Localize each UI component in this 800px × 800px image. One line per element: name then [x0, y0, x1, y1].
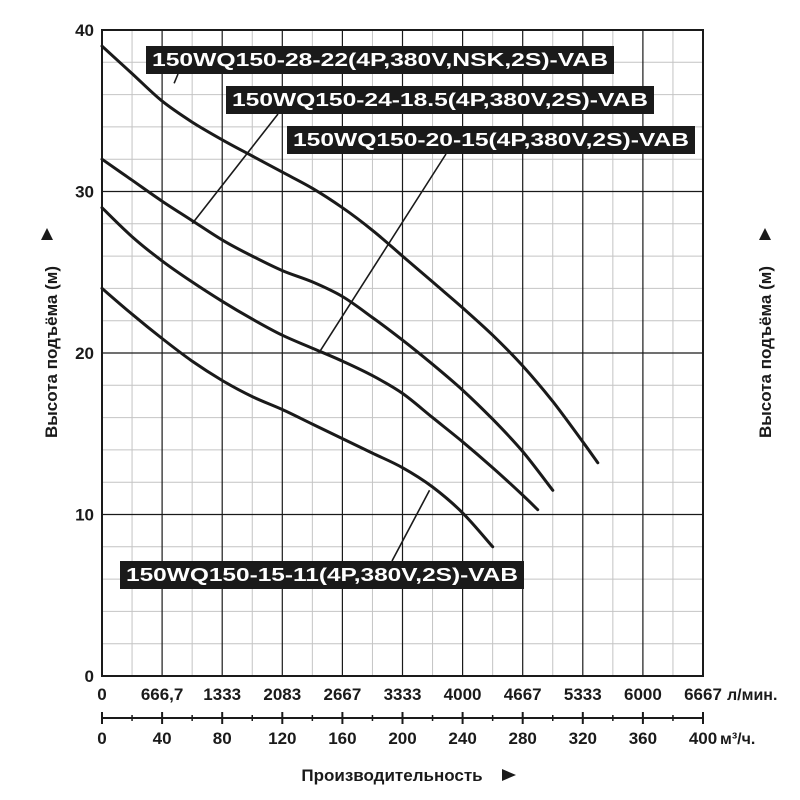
y-tick-label: 40: [75, 21, 94, 40]
y-axis-title-left: Высота подъёма (м): [42, 266, 61, 438]
x-tick-label-lmin: 5333: [564, 685, 602, 704]
y-tick-label: 0: [85, 667, 94, 686]
x-axis-arrow-icon: [502, 769, 516, 781]
x-tick-label-m3h: 400: [689, 729, 717, 748]
axes: [101, 29, 704, 724]
x-tick-label-lmin: 4667: [504, 685, 542, 704]
x-tick-label-lmin: 1333: [203, 685, 241, 704]
axis-titles: Высота подъёма (м) Высота подъёма (м) Прои…: [41, 228, 775, 785]
x-tick-label-m3h: 80: [213, 729, 232, 748]
x-tick-label-m3h: 360: [629, 729, 657, 748]
x-tick-label-lmin: 4000: [444, 685, 482, 704]
series-label-box: [146, 46, 614, 74]
x-tick-label-lmin: 0: [97, 685, 106, 704]
x-tick-label-lmin: 2667: [323, 685, 361, 704]
x-tick-label-lmin: 3333: [384, 685, 422, 704]
series-label-3: 150WQ150-20-15(4P,380V,2S)-VAB: [287, 126, 695, 154]
series-label-box: [287, 126, 695, 154]
major-grid: [102, 30, 703, 676]
leader-line-series-3: [319, 153, 447, 352]
x-tick-label-m3h: 0: [97, 729, 106, 748]
series-label-1: 150WQ150-28-22(4P,380V,NSK,2S)-VAB: [146, 46, 614, 74]
x-tick-label-m3h: 240: [448, 729, 476, 748]
series-label-box: [120, 561, 524, 589]
x-axis-title: Производительность: [301, 766, 482, 785]
curve-series-2: [100, 157, 555, 492]
x-tick-label-lmin: 6000: [624, 685, 662, 704]
y-axis-title-right: Высота подъёма (м): [756, 266, 775, 438]
x-tick-label-lmin: 666,7: [141, 685, 184, 704]
x-tick-label-lmin: 2083: [263, 685, 301, 704]
curve-series-4: [100, 286, 495, 549]
leader-line-series-1: [173, 73, 179, 84]
x-tick-label-m3h: 280: [509, 729, 537, 748]
x-tick-label-m3h: 40: [153, 729, 172, 748]
x-tick-label-m3h: 120: [268, 729, 296, 748]
x-tick-label-m3h: 160: [328, 729, 356, 748]
y-axis-arrow-left-icon: [41, 228, 53, 240]
x-tick-label-lmin: 6667: [684, 685, 722, 704]
y-tick-label: 10: [75, 506, 94, 525]
x-unit-m3h: м³/ч.: [720, 731, 755, 748]
x-tick-label-m3h: 200: [388, 729, 416, 748]
curve-series-1: [100, 44, 600, 465]
series-label-text: 150WQ150-20-15(4P,380V,2S)-VAB: [293, 130, 689, 150]
series-label-box: [226, 86, 654, 114]
x-unit-lmin: л/мин.: [727, 687, 777, 704]
series-labels: 150WQ150-28-22(4P,380V,NSK,2S)-VAB 150WQ1…: [120, 46, 695, 589]
y-axis-arrow-right-icon: [759, 228, 771, 240]
plot-frame: [101, 29, 704, 677]
leader-line-series-2: [191, 113, 279, 225]
y-tick-label: 30: [75, 183, 94, 202]
series-label-text: 150WQ150-28-22(4P,380V,NSK,2S)-VAB: [152, 50, 608, 70]
series-label-4: 150WQ150-15-11(4P,380V,2S)-VAB: [120, 561, 524, 589]
y-tick-label: 20: [75, 344, 94, 363]
series-label-text: 150WQ150-15-11(4P,380V,2S)-VAB: [126, 565, 518, 585]
curve-series-3: [100, 206, 540, 512]
series-label-2: 150WQ150-24-18.5(4P,380V,2S)-VAB: [226, 86, 654, 114]
leader-line-series-4: [391, 489, 431, 562]
series-label-text: 150WQ150-24-18.5(4P,380V,2S)-VAB: [232, 90, 648, 110]
curves: [100, 44, 600, 549]
leader-lines: [173, 73, 447, 562]
x-tick-label-m3h: 320: [569, 729, 597, 748]
